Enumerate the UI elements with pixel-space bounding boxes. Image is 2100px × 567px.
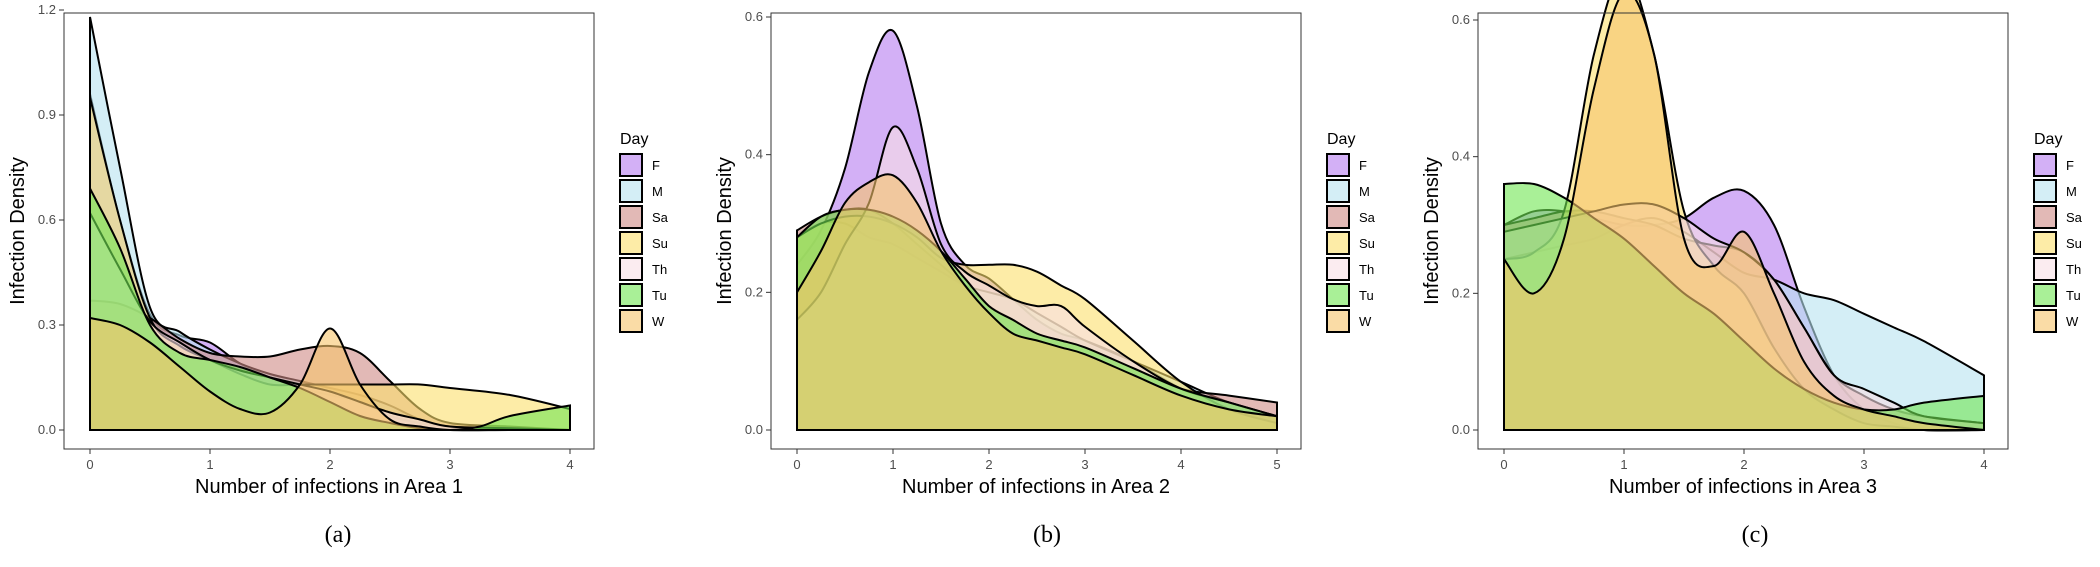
panel-caption: (c) [1742, 522, 1769, 548]
legend-key-f [619, 153, 643, 177]
y-tick-label: 0.2 [745, 284, 763, 299]
y-tick-label: 0.0 [38, 422, 56, 437]
legend-label: Su [1359, 236, 1375, 251]
x-tick-label: 4 [1980, 457, 1987, 472]
legend-key-tu [619, 283, 643, 307]
x-tick-label: 1 [889, 457, 896, 472]
legend-key-su [619, 231, 643, 255]
x-tick-label: 2 [1740, 457, 1747, 472]
chart-panel-2: 0 1 2 3 4 5 0.0 0.2 0.4 0.6 Number of infections i… [714, 9, 1376, 548]
legend-title: Day [1327, 131, 1355, 148]
panel-border [770, 12, 1302, 450]
x-tick-label: 0 [1500, 457, 1507, 472]
y-tick-label: 0.6 [1452, 12, 1470, 27]
y-axis-title: Infection Density [714, 157, 736, 305]
x-tick-label: 3 [446, 457, 453, 472]
legend: Day FM Sa Su Th Tu W [619, 131, 669, 333]
legend-label: Tu [2066, 288, 2081, 303]
density-areas [1503, 0, 1985, 432]
legend-key-w [619, 309, 643, 333]
legend-label: Su [652, 236, 668, 251]
legend-key-sa [1326, 205, 1350, 229]
legend-label: Tu [652, 288, 667, 303]
legend-label: Th [652, 262, 667, 277]
x-tick-label: 5 [1273, 457, 1280, 472]
legend-key-m [619, 179, 643, 203]
y-axis-title: Infection Density [7, 157, 29, 305]
legend-key-th [619, 257, 643, 281]
x-tick-label: 2 [326, 457, 333, 472]
legend-key-su [1326, 231, 1350, 255]
legend-key-f [1326, 153, 1350, 177]
x-axis-title: Number of infections in Area 1 [195, 476, 463, 498]
panel-caption: (b) [1033, 522, 1061, 548]
legend-label: F [2066, 158, 2074, 173]
legend-title: Day [2034, 131, 2062, 148]
legend-key-th [1326, 257, 1350, 281]
x-tick-label: 4 [566, 457, 573, 472]
legend-label: Tu [1359, 288, 1374, 303]
legend: Day FM Sa Su Th Tu W [2033, 131, 2083, 333]
legend-key-w [1326, 309, 1350, 333]
legend-key-su [2033, 231, 2057, 255]
legend-key-tu [1326, 283, 1350, 307]
x-axis-title: Number of infections in Area 2 [902, 476, 1170, 498]
legend-key-w [2033, 309, 2057, 333]
panel-border [63, 12, 595, 450]
x-tick-label: 0 [793, 457, 800, 472]
legend-key-m [1326, 179, 1350, 203]
legend-key-th [2033, 257, 2057, 281]
x-axis-title: Number of infections in Area 3 [1609, 476, 1877, 498]
legend-label: Sa [2066, 210, 2083, 225]
legend-key-sa [2033, 205, 2057, 229]
y-tick-label: 0.4 [745, 147, 763, 162]
legend-label: M [2066, 184, 2077, 199]
y-tick-label: 0.0 [1452, 422, 1470, 437]
y-tick-label: 0.0 [745, 422, 763, 437]
legend-label: F [1359, 158, 1367, 173]
x-tick-label: 1 [1620, 457, 1627, 472]
panel-border [1477, 12, 2009, 450]
legend-label: W [1359, 314, 1372, 329]
density-areas [89, 16, 571, 432]
legend-label: Th [2066, 262, 2081, 277]
density-area-w [89, 316, 570, 432]
y-tick-label: 0.3 [38, 317, 56, 332]
y-tick-label: 0.2 [1452, 285, 1470, 300]
density-area-w [796, 173, 1278, 431]
legend-label: M [652, 184, 663, 199]
panel-caption: (a) [325, 522, 352, 548]
legend-label: F [652, 158, 660, 173]
legend-label: Sa [1359, 210, 1376, 225]
legend-key-sa [619, 205, 643, 229]
legend-key-tu [2033, 283, 2057, 307]
x-tick-label: 3 [1081, 457, 1088, 472]
legend-label: M [1359, 184, 1370, 199]
y-tick-label: 0.6 [745, 9, 763, 24]
density-area-w [1503, 0, 1985, 431]
legend-label: Su [2066, 236, 2082, 251]
x-tick-label: 1 [206, 457, 213, 472]
y-axis-title: Infection Density [1421, 157, 1443, 305]
x-tick-label: 3 [1860, 457, 1867, 472]
x-tick-label: 2 [985, 457, 992, 472]
y-tick-label: 0.6 [38, 212, 56, 227]
x-tick-label: 0 [86, 457, 93, 472]
legend-label: W [652, 314, 665, 329]
legend-label: W [2066, 314, 2079, 329]
legend-key-m [2033, 179, 2057, 203]
legend: Day FM Sa Su Th Tu W [1326, 131, 1376, 333]
y-tick-label: 1.2 [38, 2, 56, 17]
y-tick-label: 0.9 [38, 107, 56, 122]
density-areas [796, 28, 1278, 431]
chart-panel-1: 0 1 2 3 4 0.0 0.3 0.6 0.9 1.2 Number of infections… [7, 2, 669, 548]
legend-title: Day [620, 131, 648, 148]
legend-label: Sa [652, 210, 669, 225]
x-tick-label: 4 [1177, 457, 1184, 472]
chart-panel-3: 0 1 2 3 4 0.0 0.2 0.4 0.6 Number of infections in… [1421, 0, 2083, 548]
legend-label: Th [1359, 262, 1374, 277]
y-tick-label: 0.4 [1452, 149, 1470, 164]
legend-key-f [2033, 153, 2057, 177]
